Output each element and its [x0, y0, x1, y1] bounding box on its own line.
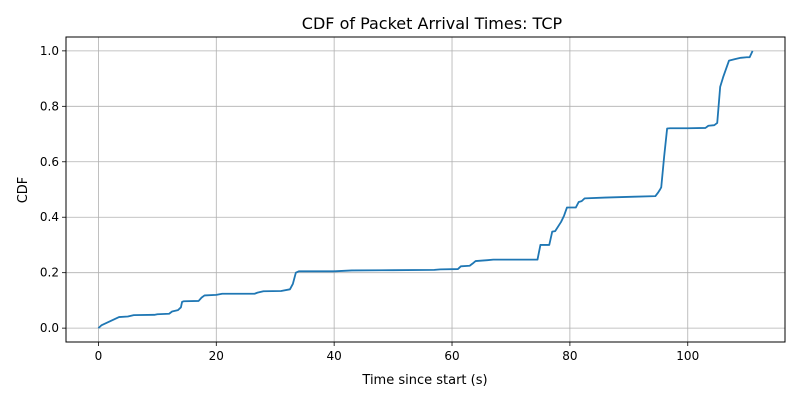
- chart-title: CDF of Packet Arrival Times: TCP: [302, 14, 563, 33]
- x-tick-label: 40: [327, 349, 342, 363]
- x-axis-label: Time since start (s): [361, 373, 487, 388]
- x-tick-label: 100: [676, 349, 699, 363]
- y-tick-label: 0.0: [40, 321, 59, 335]
- x-axis-ticks: 0 20 40 60 80 100: [95, 342, 699, 363]
- y-tick-label: 0.4: [40, 210, 59, 224]
- series-layer: [97, 50, 754, 329]
- x-tick-label: 80: [562, 349, 577, 363]
- cdf-series-line: [97, 50, 754, 329]
- y-axis-ticks: 0.0 0.2 0.4 0.6 0.8 1.0: [40, 44, 66, 335]
- y-tick-label: 1.0: [40, 44, 59, 58]
- y-axis-label: CDF: [16, 177, 31, 204]
- y-tick-label: 0.8: [40, 99, 59, 113]
- grid: [66, 37, 785, 342]
- x-tick-label: 0: [95, 349, 103, 363]
- y-tick-label: 0.2: [40, 266, 59, 280]
- y-tick-label: 0.6: [40, 155, 59, 169]
- plot-frame: [65, 36, 786, 343]
- x-tick-label: 20: [209, 349, 224, 363]
- x-tick-label: 60: [444, 349, 459, 363]
